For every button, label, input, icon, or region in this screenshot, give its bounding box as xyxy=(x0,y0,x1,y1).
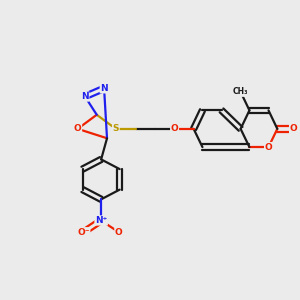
Text: O: O xyxy=(115,228,123,237)
Text: CH₃: CH₃ xyxy=(233,87,248,96)
Text: O: O xyxy=(290,124,297,134)
Text: O: O xyxy=(265,142,272,152)
Text: N: N xyxy=(100,84,108,93)
Text: O⁻: O⁻ xyxy=(77,228,90,237)
Text: S: S xyxy=(112,124,119,134)
Text: O: O xyxy=(171,124,178,134)
Text: N: N xyxy=(81,92,89,101)
Text: O: O xyxy=(74,124,82,134)
Text: N⁺: N⁺ xyxy=(95,216,107,225)
